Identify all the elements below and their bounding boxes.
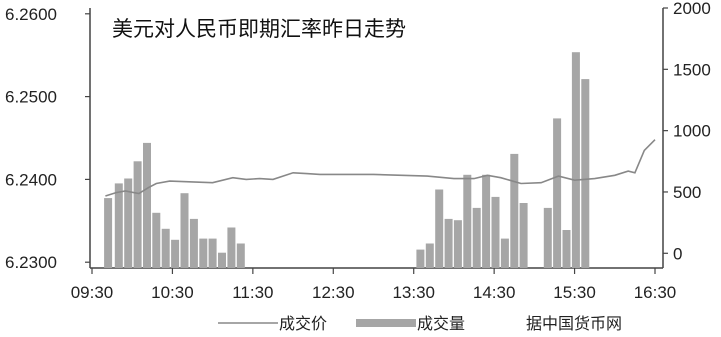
chart-title: 美元对人民币即期汇率昨日走势	[112, 17, 406, 41]
volume-bar-26	[519, 203, 528, 268]
volume-bar-24	[500, 238, 509, 268]
left-tick-label: 6.2500	[5, 88, 57, 107]
right-tick-label: 1000	[673, 122, 711, 141]
right-tick-label: 2000	[673, 0, 711, 18]
legend-bar-label: 成交量	[417, 314, 465, 333]
volume-bar-23	[491, 196, 500, 268]
volume-bar-7	[171, 239, 180, 268]
volume-bar-0	[104, 198, 113, 268]
volume-bar-12	[218, 252, 226, 268]
right-tick-label: 1500	[673, 60, 711, 79]
volume-bar-27	[543, 207, 552, 268]
x-tick-label: 09:30	[71, 283, 114, 302]
volume-bar-11	[208, 238, 217, 268]
left-tick-label: 6.2600	[5, 5, 57, 24]
left-tick-label: 6.2400	[5, 170, 57, 189]
volume-bar-6	[161, 228, 170, 268]
volume-bar-21	[472, 207, 481, 268]
volume-bar-10	[199, 238, 208, 268]
volume-bar-20	[463, 174, 472, 268]
volume-bar-16	[425, 243, 434, 268]
right-tick-label: 500	[673, 183, 701, 202]
volume-bar-1	[114, 183, 123, 268]
volume-bar-25	[510, 153, 519, 268]
volume-bar-31	[581, 79, 590, 268]
x-tick-label: 13:30	[392, 283, 435, 302]
source-note: 据中国货币网	[526, 314, 622, 333]
volume-bar-29	[562, 230, 571, 268]
price-line-layer	[105, 139, 656, 197]
volume-bar-13	[227, 227, 236, 268]
volume-bar-5	[152, 212, 161, 268]
x-tick-label: 14:30	[473, 283, 516, 302]
volume-bar-14	[236, 243, 245, 268]
legend-bar-swatch	[356, 319, 416, 327]
volume-bars	[104, 52, 590, 269]
volume-bar-30	[571, 52, 580, 269]
x-tick-label: 10:30	[151, 283, 194, 302]
x-tick-label: 16:30	[634, 283, 677, 302]
volume-bar-8	[180, 193, 189, 268]
x-tick-label: 12:30	[312, 283, 355, 302]
legend-line-label: 成交价	[279, 314, 327, 333]
axis-ticks: 09:30 10:30 11:30 12:30 13:30 14:30 15:30 16:30…	[5, 0, 711, 302]
volume-bar-9	[189, 218, 198, 268]
right-tick-label: 0	[673, 244, 682, 263]
volume-bar-17	[435, 189, 444, 268]
price-line	[105, 139, 656, 197]
volume-bar-22	[482, 174, 491, 268]
volume-bar-2	[124, 178, 133, 268]
volume-bar-3	[133, 161, 142, 268]
left-tick-label: 6.2300	[5, 253, 57, 272]
volume-bar-15	[416, 249, 425, 268]
x-tick-label: 15:30	[553, 283, 596, 302]
volume-bar-18	[444, 218, 453, 268]
x-tick-label: 11:30	[232, 283, 273, 302]
volume-bar-19	[453, 220, 462, 268]
volume-bar-4	[143, 142, 151, 268]
legend: 成交价 成交量 据中国货币网	[218, 314, 622, 333]
volume-bar-28	[553, 118, 562, 269]
